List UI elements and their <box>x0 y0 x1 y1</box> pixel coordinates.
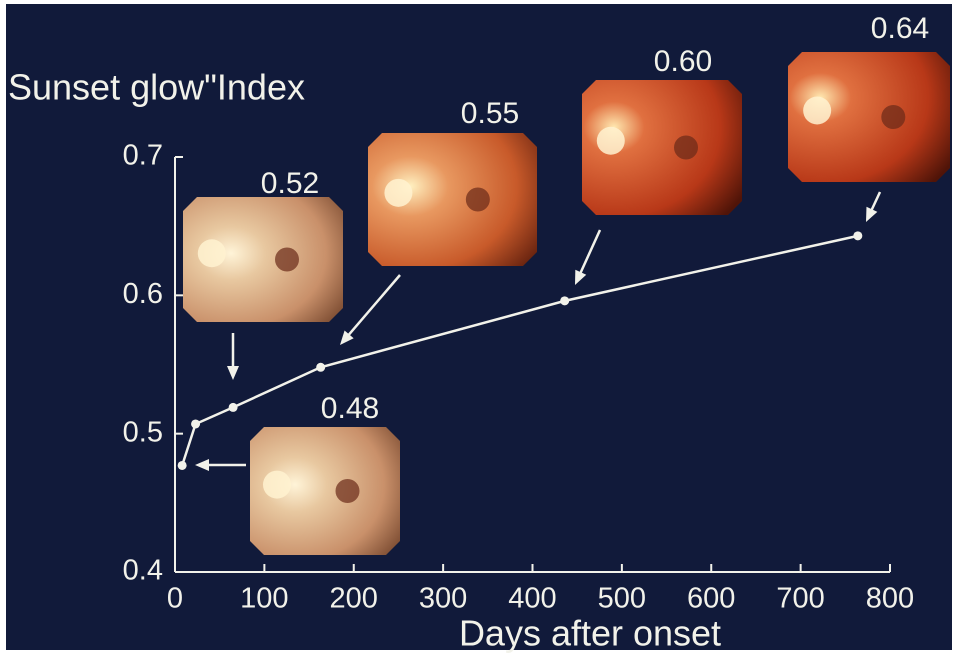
fundus-photo <box>183 197 343 322</box>
macula <box>275 247 299 272</box>
x-tick-label: 500 <box>598 583 646 615</box>
data-point <box>853 231 863 241</box>
x-tick-label: 400 <box>508 583 556 615</box>
arrow <box>344 274 401 340</box>
annotation: 0.55 <box>461 97 519 130</box>
arrow-head <box>575 269 587 285</box>
chart-title: Sunset glow"Index <box>8 67 305 108</box>
arrow-head <box>866 206 878 222</box>
fundus-photo <box>582 80 742 215</box>
x-tick-label: 800 <box>866 583 914 615</box>
data-point <box>177 460 187 470</box>
optic-disc <box>803 96 832 125</box>
x-axis-label: Days after onset <box>459 613 721 654</box>
x-tick-label: 600 <box>687 583 735 615</box>
data-point <box>228 402 238 412</box>
macula <box>881 105 906 129</box>
fundus-photo <box>250 427 400 555</box>
series-line <box>180 234 859 466</box>
annotation: 0.60 <box>654 45 712 78</box>
x-tick-label: 300 <box>419 583 467 615</box>
y-tick-label: 0.4 <box>123 555 163 587</box>
arrow-head <box>340 330 354 345</box>
optic-disc <box>263 470 291 499</box>
fundus-photo <box>368 133 537 266</box>
data-point <box>316 362 326 372</box>
arrow-head <box>195 459 209 471</box>
fundus-photo <box>788 52 950 182</box>
macula <box>335 479 360 503</box>
y-tick-label: 0.6 <box>123 278 163 310</box>
x-tick-label: 700 <box>776 583 824 615</box>
arrow <box>577 229 602 279</box>
macula <box>465 187 490 212</box>
x-tick-label: 200 <box>330 583 378 615</box>
optic-disc <box>596 126 625 155</box>
x-tick-label: 100 <box>240 583 288 615</box>
x-tick-label: 0 <box>167 583 183 615</box>
optic-disc <box>197 239 226 268</box>
annotation: 0.64 <box>871 12 929 45</box>
data-point <box>560 296 570 306</box>
data-point <box>191 419 201 429</box>
annotation: 0.48 <box>321 392 379 425</box>
y-tick-label: 0.5 <box>123 416 163 448</box>
arrow-head <box>227 366 239 380</box>
annotation: 0.52 <box>261 167 319 200</box>
optic-disc <box>384 178 413 207</box>
macula <box>674 135 698 160</box>
y-tick-label: 0.7 <box>123 140 163 172</box>
